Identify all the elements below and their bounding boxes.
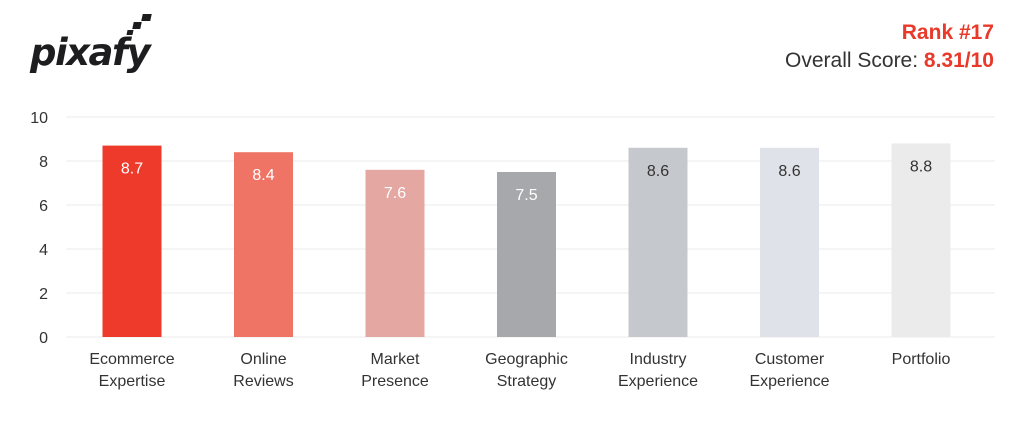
bar-value-label: 7.5 <box>515 187 537 204</box>
x-tick-label: Reviews <box>233 373 293 390</box>
y-tick-label: 4 <box>39 242 48 259</box>
x-tick-label: Customer <box>755 351 825 368</box>
label-layer: 8.7 Ecommerce Expertise 8.4 Online Reviews 7.6… <box>89 158 950 390</box>
y-tick-label: 2 <box>39 286 48 303</box>
bar-layer <box>102 143 951 337</box>
bar <box>102 145 162 337</box>
x-tick-label: Expertise <box>99 373 166 390</box>
x-tick-label: Ecommerce <box>89 351 174 368</box>
bar-value-label: 7.6 <box>384 185 406 202</box>
bar <box>628 147 688 337</box>
x-tick-label: Geographic <box>485 351 568 368</box>
bar <box>891 143 951 337</box>
overall-score-value: 8.31/10 <box>923 49 994 72</box>
logo-wordmark: pixafy <box>30 31 151 74</box>
bar <box>497 172 556 337</box>
score-summary: Rank #17 Overall Score: 8.31/10 <box>785 20 994 76</box>
bar <box>365 169 425 337</box>
bar-value-label: 8.8 <box>910 158 932 175</box>
x-tick-label: Strategy <box>497 373 557 390</box>
y-tick-label: 8 <box>39 154 48 171</box>
overall-score-label: Overall Score: <box>785 49 924 72</box>
bar-value-label: 8.7 <box>121 161 143 178</box>
x-tick-label: Industry <box>630 351 687 368</box>
rank-label: Rank #17 <box>901 21 994 44</box>
bar <box>760 147 819 337</box>
x-tick-label: Presence <box>361 373 429 390</box>
bar-value-label: 8.4 <box>252 167 274 184</box>
x-tick-label: Online <box>240 351 286 368</box>
y-tick-label: 6 <box>39 198 48 215</box>
y-tick-label: 10 <box>30 110 48 127</box>
x-tick-label: Portfolio <box>892 351 951 368</box>
bar <box>234 152 293 337</box>
bar-value-label: 8.6 <box>778 163 800 180</box>
bar-value-label: 8.6 <box>647 163 669 180</box>
pixafy-logo: pixafy <box>30 14 160 84</box>
x-tick-label: Experience <box>749 373 829 390</box>
y-tick-label: 0 <box>39 330 48 347</box>
x-tick-label: Experience <box>618 373 698 390</box>
overall-score: Overall Score: 8.31/10 <box>785 46 994 76</box>
x-tick-label: Market <box>371 351 420 368</box>
